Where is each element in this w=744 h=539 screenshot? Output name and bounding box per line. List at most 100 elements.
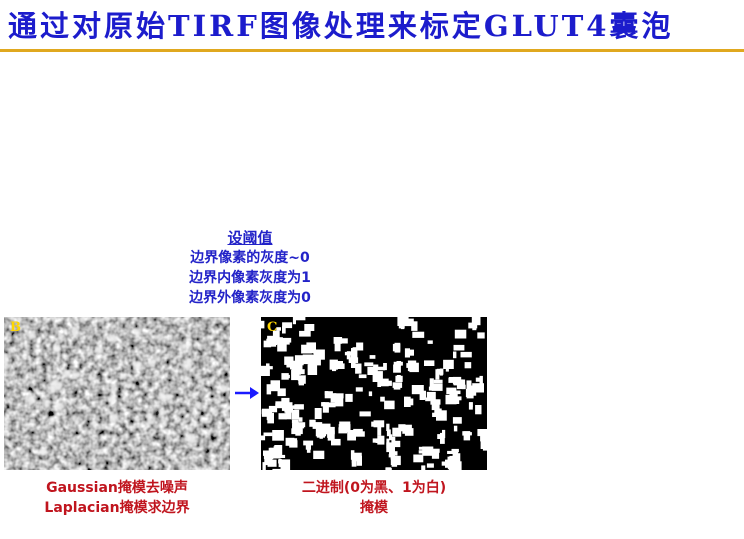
mask-blob (347, 430, 356, 441)
mask-blob (464, 362, 472, 369)
bright-spot (71, 446, 77, 451)
mask-blob (338, 424, 351, 433)
mask-blob (282, 402, 288, 411)
bright-spot (176, 319, 180, 324)
mask-blob (298, 377, 304, 386)
mask-blob (429, 378, 434, 389)
threshold-heading: 设阈值 (227, 229, 273, 247)
mask-blob (292, 405, 302, 409)
mask-blob (281, 397, 290, 405)
mask-blob (356, 342, 364, 351)
mask-blob (314, 408, 322, 419)
bright-spot (70, 327, 80, 336)
mask-blob (262, 411, 268, 417)
mask-blob (441, 461, 447, 466)
bright-spot (57, 333, 65, 341)
mask-blob (380, 396, 385, 402)
mask-blob (322, 402, 329, 413)
mask-blob (291, 409, 300, 420)
mask-blob (321, 402, 326, 407)
mask-blob (386, 442, 395, 453)
mask-blob (312, 422, 323, 429)
mask-blob (398, 426, 407, 430)
bright-spot (141, 422, 145, 426)
mask-blob (331, 438, 341, 446)
mask-blob (447, 450, 459, 454)
bright-spot (49, 384, 58, 394)
mask-blob (373, 420, 385, 428)
mask-blob (284, 402, 293, 413)
mask-blob (291, 419, 299, 424)
mask-blob (468, 385, 477, 396)
mask-blob (291, 370, 300, 381)
mask-blob (462, 431, 471, 436)
bright-spot (186, 357, 193, 365)
mask-blob (264, 366, 273, 370)
mask-blob (453, 379, 464, 386)
bright-spot (135, 446, 141, 451)
mask-blob (351, 348, 358, 358)
mask-blob (402, 318, 414, 327)
mask-blob (455, 390, 461, 395)
mask-blob (336, 338, 348, 344)
mask-blob (445, 363, 449, 372)
mask-blob (368, 391, 373, 397)
binary-caption-line-2: 掩模 (360, 500, 388, 516)
mask-blob (335, 363, 345, 369)
mask-blob (418, 450, 429, 454)
bright-spot (186, 434, 196, 443)
mask-blob (313, 450, 325, 459)
mask-blob (427, 340, 433, 344)
mask-blob (392, 427, 402, 437)
filtered-image (4, 317, 230, 470)
mask-blob (468, 322, 478, 329)
bright-spot (156, 356, 161, 361)
mask-blob (375, 439, 383, 443)
mask-blob (261, 320, 265, 329)
mask-blob (277, 388, 286, 397)
bright-spot (73, 419, 80, 425)
mask-blob (278, 413, 287, 420)
mask-blob (392, 382, 403, 388)
bright-spot (146, 418, 154, 426)
mask-blob (450, 461, 454, 470)
mask-blob (445, 394, 457, 405)
bright-spot (79, 380, 85, 387)
bright-spot (126, 382, 133, 389)
mask-blob (265, 457, 273, 464)
mask-blob (404, 396, 411, 407)
mask-blob (261, 365, 270, 376)
mask-blob (428, 386, 434, 391)
bright-spot (94, 346, 103, 355)
mask-blob (391, 456, 398, 467)
mask-blob (402, 320, 407, 326)
binary-mask-panel: C (261, 317, 487, 470)
threshold-line-1: 边界像素的灰度~0 (190, 250, 310, 266)
mask-blob (262, 462, 266, 470)
mask-blob (426, 463, 434, 468)
mask-blob (348, 357, 359, 363)
bright-spot (110, 413, 119, 422)
filtered-caption-line-2: Laplacian掩模求边界 (44, 500, 190, 516)
mask-blob (304, 324, 315, 331)
bright-spot (207, 408, 211, 412)
mask-blob (367, 366, 378, 375)
mask-blob (449, 455, 460, 465)
mask-blob (389, 451, 398, 456)
mask-blob (351, 362, 356, 368)
mask-blob (356, 455, 362, 466)
mask-blob (442, 429, 446, 439)
mask-blob (418, 446, 427, 450)
bright-spot (113, 385, 119, 391)
mask-blob (286, 362, 291, 368)
mask-blob (446, 387, 457, 395)
bright-spot (49, 417, 55, 424)
mask-blob (477, 332, 485, 339)
mask-blob (293, 317, 306, 321)
bright-spot (52, 345, 61, 353)
mask-blob (263, 450, 273, 456)
mask-blob (455, 396, 462, 401)
mask-blob (469, 402, 473, 408)
mask-blob (426, 391, 436, 401)
mask-blob (431, 383, 443, 391)
